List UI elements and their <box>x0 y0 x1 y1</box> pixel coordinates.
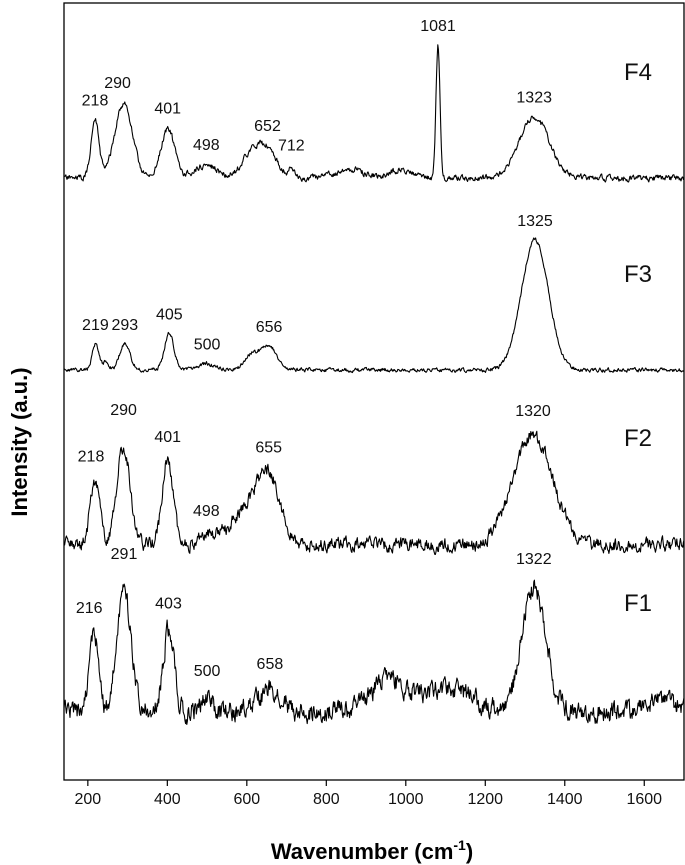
peak-label-f1-403: 403 <box>155 596 182 613</box>
peak-label-f4-401: 401 <box>154 101 181 118</box>
x-axis-title-close: ) <box>466 839 473 864</box>
trace-f2 <box>63 430 685 555</box>
peak-label-f2-655: 655 <box>255 440 282 457</box>
x-axis-ticks: 200 400 600 800 1000 1200 1400 1600 <box>74 780 662 808</box>
x-axis-title-superscript: -1 <box>453 837 466 853</box>
peak-label-f1-500: 500 <box>194 663 221 680</box>
peak-label-f2-290: 290 <box>110 402 137 419</box>
peak-label-f4-1323: 1323 <box>516 90 552 107</box>
peak-label-f1-658: 658 <box>257 656 284 673</box>
spectra-traces <box>63 44 685 725</box>
plot-frame <box>63 2 685 781</box>
y-axis-title: Intensity (a.u.) <box>7 367 32 516</box>
series-labels: F4 F3 F2 F1 <box>624 59 652 617</box>
series-label-f4: F4 <box>624 59 652 86</box>
series-label-f1: F1 <box>624 590 652 617</box>
peak-label-f3-293: 293 <box>111 317 138 334</box>
x-tick-label-1400: 1400 <box>547 791 583 808</box>
trace-f4 <box>63 44 685 183</box>
peak-label-f1-291: 291 <box>111 546 138 563</box>
x-axis-title-main: Wavenumber (cm <box>271 839 454 864</box>
peak-label-f4-712: 712 <box>278 138 305 155</box>
x-axis-title: Wavenumber (cm-1) <box>271 837 473 864</box>
x-axis-title-text: Wavenumber (cm-1) <box>271 837 473 864</box>
peak-label-f4-652: 652 <box>254 118 281 135</box>
peak-label-f2-498: 498 <box>193 503 220 520</box>
peak-label-f2-401: 401 <box>154 429 181 446</box>
peak-label-f4-1081: 1081 <box>420 18 456 35</box>
peak-label-f1-1322: 1322 <box>516 551 552 568</box>
peak-label-f3-656: 656 <box>256 319 283 336</box>
peak-label-f3-500: 500 <box>194 337 221 354</box>
x-tick-label-400: 400 <box>154 791 181 808</box>
x-tick-label-800: 800 <box>313 791 340 808</box>
peak-label-f4-498: 498 <box>193 137 220 154</box>
peak-label-f4-218: 218 <box>82 92 109 109</box>
x-tick-label-1200: 1200 <box>467 791 503 808</box>
x-tick-label-1000: 1000 <box>388 791 424 808</box>
x-tick-label-200: 200 <box>74 791 101 808</box>
peak-label-f2-1320: 1320 <box>515 403 551 420</box>
peak-label-f3-405: 405 <box>156 307 183 324</box>
x-tick-label-600: 600 <box>233 791 260 808</box>
peak-label-f4-290: 290 <box>104 75 131 92</box>
trace-f3 <box>63 237 685 374</box>
peak-label-f1-216: 216 <box>76 600 103 617</box>
peak-label-f3-1325: 1325 <box>517 213 553 230</box>
trace-f1 <box>63 579 685 725</box>
series-label-f2: F2 <box>624 425 652 452</box>
peak-label-f2-218: 218 <box>78 448 105 465</box>
x-tick-label-1600: 1600 <box>626 791 662 808</box>
peak-label-f3-219: 219 <box>82 317 109 334</box>
series-label-f3: F3 <box>624 261 652 288</box>
